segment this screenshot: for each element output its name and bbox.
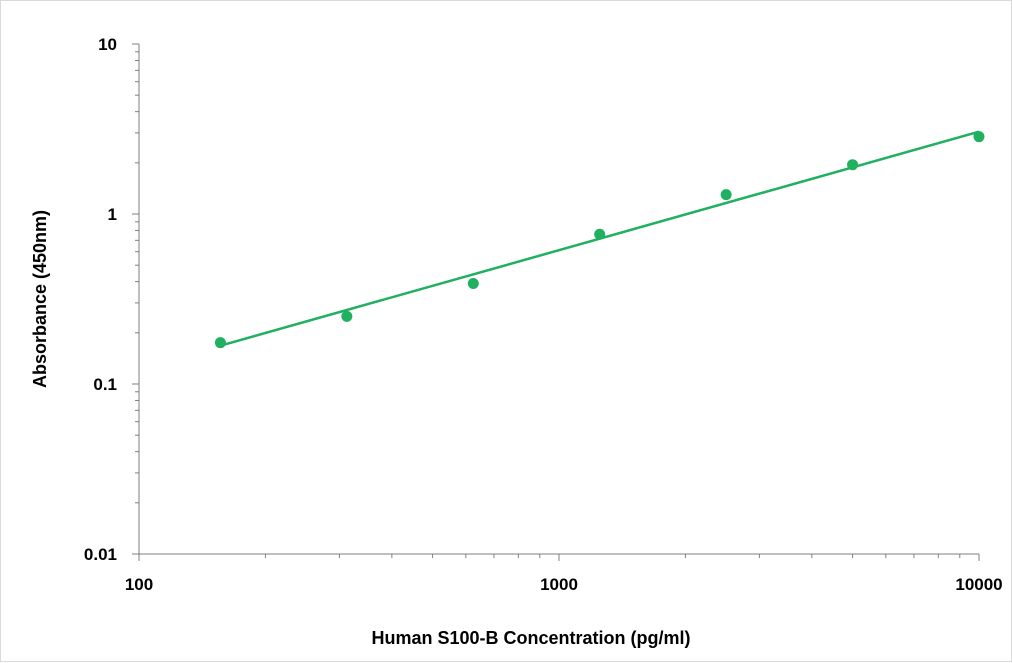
x-tick-label: 1000 bbox=[540, 575, 578, 594]
tick-labels: 10 1 0.1 0.01 100 1000 10000 bbox=[84, 35, 1003, 594]
y-tick-label: 0.01 bbox=[84, 545, 117, 564]
data-point bbox=[467, 278, 479, 290]
data-point bbox=[214, 337, 226, 349]
y-tick-label: 0.1 bbox=[93, 375, 117, 394]
y-tick-label: 1 bbox=[108, 205, 117, 224]
data-point bbox=[341, 310, 353, 322]
data-point bbox=[847, 159, 859, 171]
y-tick-label: 10 bbox=[98, 35, 117, 54]
x-tick-label: 100 bbox=[125, 575, 153, 594]
data-point bbox=[973, 131, 985, 143]
data-point bbox=[594, 228, 606, 240]
data-points bbox=[214, 131, 985, 349]
data-point bbox=[720, 189, 732, 201]
x-axis-title: Human S100-B Concentration (pg/ml) bbox=[371, 628, 690, 648]
axes bbox=[132, 43, 980, 561]
x-tick-label: 10000 bbox=[955, 575, 1002, 594]
y-axis-title: Absorbance (450nm) bbox=[30, 210, 50, 388]
